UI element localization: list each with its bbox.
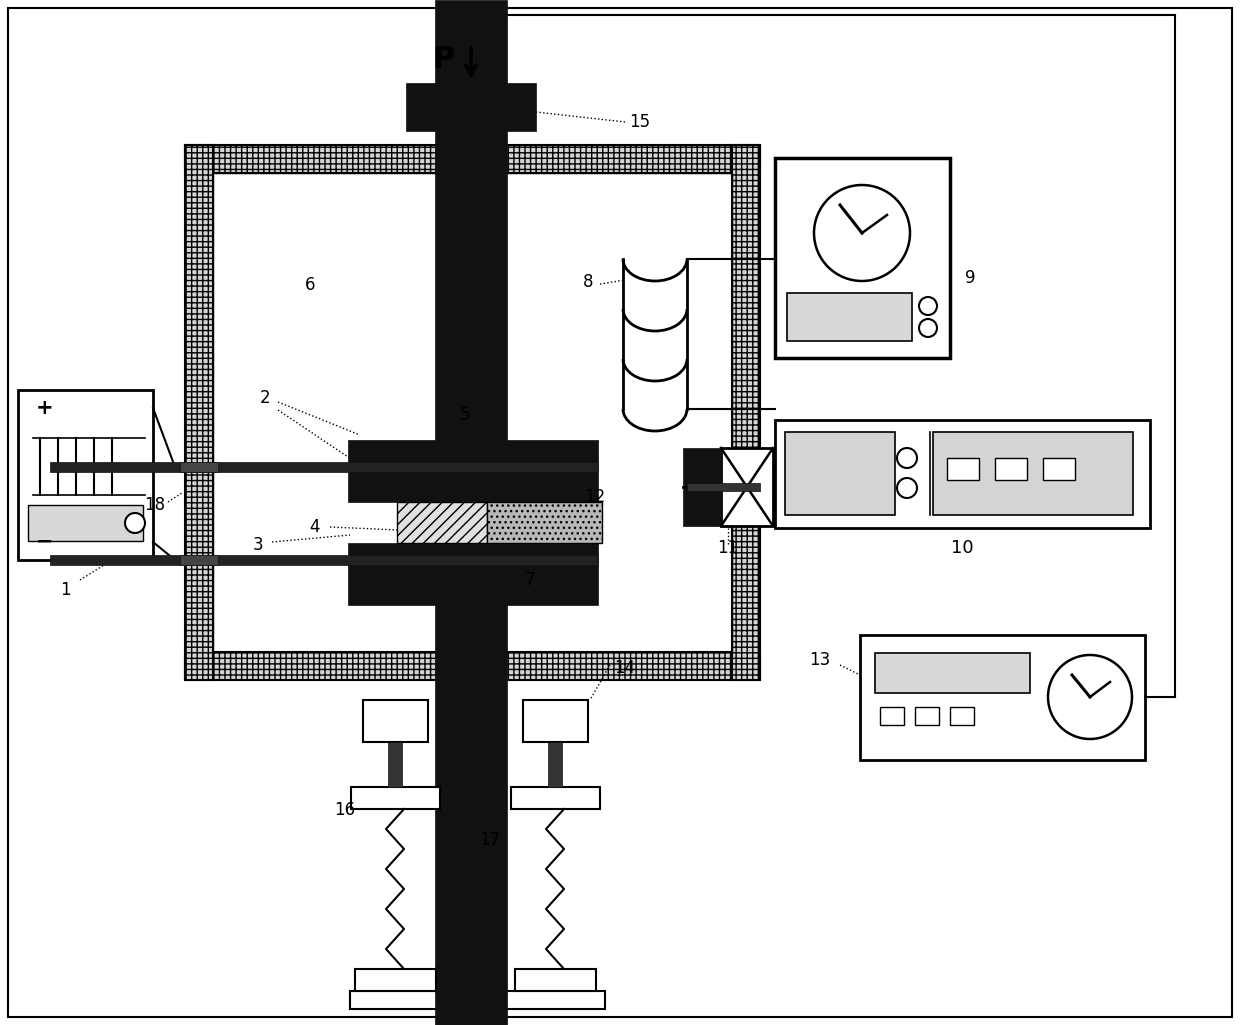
Text: 4: 4 [310,518,320,536]
Text: 1: 1 [60,581,71,599]
Text: 7: 7 [525,571,536,589]
Text: 18: 18 [144,496,166,514]
Text: 14: 14 [615,659,636,677]
Bar [50,555,598,565]
Bar [880,707,904,725]
Bar [787,293,911,341]
Circle shape [919,319,937,337]
Circle shape [897,448,918,468]
Circle shape [1048,655,1132,739]
Circle shape [813,184,910,281]
Bar [511,787,600,809]
Bar [950,707,973,725]
Bar [185,652,760,680]
Text: 16: 16 [335,801,356,819]
Bar [732,145,760,680]
Text: −: − [36,532,53,552]
Text: +: + [36,398,53,418]
Bar [683,448,720,526]
Bar [351,787,440,809]
Text: 17: 17 [480,831,501,849]
Text: 10: 10 [951,539,973,557]
Text: 6: 6 [305,276,315,294]
Bar [687,483,760,491]
Bar [487,502,601,543]
Bar [1043,458,1075,480]
Bar [775,420,1149,528]
Bar [185,145,760,173]
Bar [363,700,428,742]
Bar [185,145,213,680]
Bar [29,505,143,541]
Text: 5: 5 [460,406,470,424]
Bar [355,969,436,991]
Bar [397,502,487,543]
Bar [50,462,598,472]
Bar [435,0,507,1025]
Bar [915,707,939,725]
Bar [350,991,605,1009]
Bar [348,440,598,502]
Text: 12: 12 [584,488,605,506]
Text: 2: 2 [259,390,270,407]
Text: 13: 13 [808,651,830,669]
Bar [180,462,218,472]
Bar [388,742,402,787]
Bar [515,969,596,991]
Text: 8: 8 [583,273,593,291]
Text: P: P [432,45,454,75]
Bar [548,742,562,787]
Text: 11: 11 [718,539,739,557]
Bar [932,432,1133,515]
Text: 15: 15 [630,113,651,131]
Bar [405,83,536,131]
Bar [775,158,950,358]
Bar [875,653,1030,693]
Text: 9: 9 [965,269,976,287]
Bar [720,448,773,526]
Bar [348,543,598,605]
Bar [180,555,218,565]
Bar [947,458,980,480]
Bar [994,458,1027,480]
Bar [213,173,732,652]
Bar [861,636,1145,760]
Circle shape [919,297,937,315]
Bar [523,700,588,742]
Bar [19,390,153,560]
Circle shape [125,512,145,533]
Bar [785,432,895,515]
Circle shape [897,478,918,498]
Bar [213,173,732,652]
Text: 3: 3 [253,536,263,554]
Bar [463,30,479,65]
